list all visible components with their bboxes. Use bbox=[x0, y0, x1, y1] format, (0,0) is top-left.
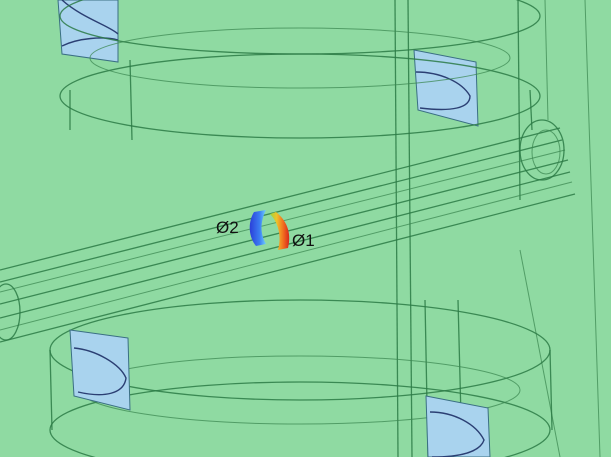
port-2-marker[interactable] bbox=[249, 210, 266, 246]
port-1-label: Ø1 bbox=[292, 231, 315, 250]
vertical-edges bbox=[129, 0, 601, 457]
port-2-label: Ø2 bbox=[216, 218, 239, 237]
upper-ellipses bbox=[59, 0, 541, 139]
lower-bore-faces bbox=[69, 329, 491, 457]
lower-ellipses bbox=[49, 299, 553, 457]
upper-bore-faces bbox=[57, 0, 479, 127]
port-1-marker[interactable] bbox=[270, 212, 290, 250]
